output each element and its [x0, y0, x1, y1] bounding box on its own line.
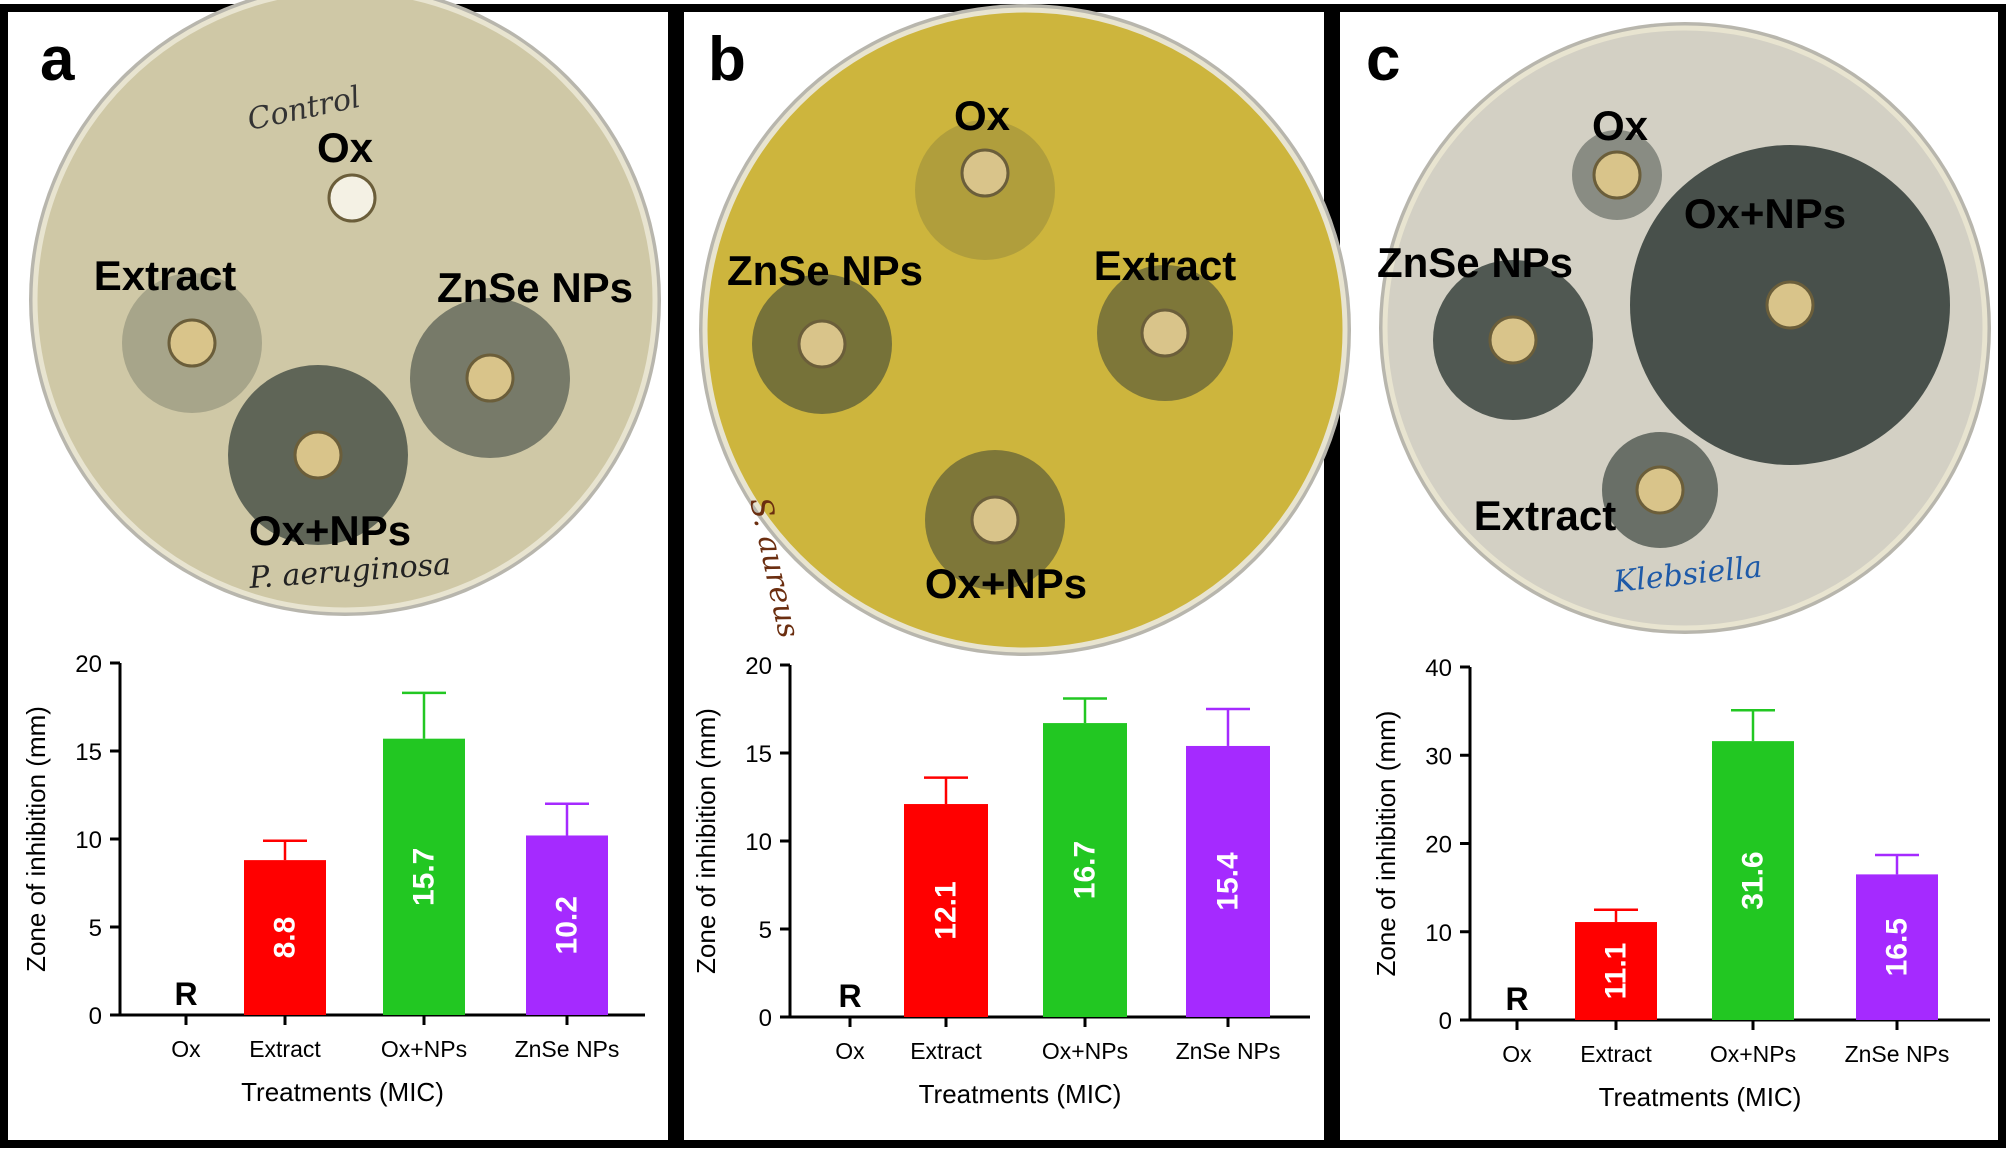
x-tick-label: ZnSe NPs — [515, 1036, 620, 1062]
plate-label: Ox — [1592, 102, 1649, 149]
bar-value-label: 12.1 — [930, 881, 963, 939]
plate-label: ZnSe NPs — [437, 264, 633, 311]
bar-chart-a: 0 5 10 15 20 Zone of inhibition (mm) R Ox 8.8 Ext… — [21, 651, 645, 1107]
plate-label: Ox — [317, 124, 374, 171]
agar-well — [1488, 315, 1538, 365]
agar-well — [1592, 150, 1642, 200]
x-tick-label: Ox — [1502, 1041, 1532, 1067]
plate-label: ZnSe NPs — [1377, 239, 1573, 286]
x-axis-label: Treatments (MIC) — [919, 1079, 1122, 1109]
y-tick-label: 15 — [75, 739, 102, 766]
resistant-label: R — [174, 976, 197, 1012]
y-tick-label: 20 — [745, 653, 772, 680]
plate-label: Extract — [1094, 242, 1236, 289]
panel-letter: b — [708, 25, 746, 94]
y-tick-label: 0 — [759, 1005, 772, 1032]
y-tick-label: 30 — [1425, 743, 1452, 770]
x-tick-label: Extract — [249, 1036, 321, 1062]
y-tick-label: 0 — [1439, 1008, 1452, 1035]
x-axis-label: Treatments (MIC) — [1599, 1082, 1802, 1112]
bar-chart-c: 0 10 20 30 40 Zone of inhibition (mm) R Ox 11.1 E… — [1371, 655, 1990, 1112]
bar — [1575, 922, 1657, 1020]
agar-well — [960, 148, 1010, 198]
agar-well — [327, 173, 377, 223]
agar-well — [970, 495, 1020, 545]
bar — [244, 860, 326, 1015]
bar — [383, 738, 465, 1015]
y-axis-label: Zone of inhibition (mm) — [21, 706, 51, 972]
bar — [1186, 745, 1270, 1017]
bar — [1043, 723, 1127, 1017]
y-tick-label: 5 — [759, 917, 772, 944]
bar — [904, 804, 988, 1017]
y-tick-label: 10 — [1425, 920, 1452, 947]
y-tick-label: 15 — [745, 741, 772, 768]
bar-value-label: 15.7 — [408, 848, 441, 906]
bar-value-label: 31.6 — [1737, 851, 1770, 909]
resistant-label: R — [1505, 981, 1528, 1017]
x-tick-label: Extract — [1580, 1041, 1652, 1067]
agar-well — [797, 319, 847, 369]
x-axis-label: Treatments (MIC) — [241, 1077, 444, 1107]
bar-value-label: 8.8 — [269, 917, 302, 959]
bar-value-label: 11.1 — [1600, 943, 1633, 1000]
x-tick-label: Ox — [171, 1036, 201, 1062]
agar-well — [167, 318, 217, 368]
bar-value-label: 16.5 — [1881, 918, 1914, 976]
panel-letter: c — [1366, 25, 1400, 94]
y-tick-label: 40 — [1425, 655, 1452, 682]
agar-well — [465, 353, 515, 403]
x-tick-label: Ox+NPs — [381, 1036, 467, 1062]
agar-well — [293, 430, 343, 480]
y-tick-label: 20 — [75, 651, 102, 678]
petri-dish-agar — [702, 7, 1348, 653]
x-tick-label: ZnSe NPs — [1845, 1041, 1950, 1067]
panel-letter: a — [40, 25, 75, 94]
bar — [1712, 741, 1794, 1020]
plate-label: Extract — [94, 252, 236, 299]
bar-chart-b: 0 5 10 15 20 Zone of inhibition (mm) R Ox 12.1 Ex… — [691, 653, 1310, 1109]
x-tick-label: Ox+NPs — [1710, 1041, 1796, 1067]
x-tick-label: Extract — [910, 1038, 982, 1064]
agar-well — [1765, 280, 1815, 330]
plate-label: ZnSe NPs — [727, 247, 923, 294]
x-tick-label: ZnSe NPs — [1176, 1038, 1281, 1064]
bar — [1856, 874, 1938, 1020]
plate-label: Ox — [954, 92, 1011, 139]
bar-value-label: 16.7 — [1069, 841, 1102, 899]
plate-label: Ox+NPs — [249, 507, 411, 554]
resistant-label: R — [838, 978, 861, 1014]
plate-label: Extract — [1474, 492, 1616, 539]
plate-label: Ox+NPs — [925, 560, 1087, 607]
agar-well — [1635, 465, 1685, 515]
y-tick-label: 10 — [745, 829, 772, 856]
bar — [526, 835, 608, 1015]
bar-value-label: 10.2 — [551, 896, 584, 954]
y-tick-label: 5 — [89, 915, 102, 942]
plate-label: Ox+NPs — [1684, 190, 1846, 237]
y-axis-label: Zone of inhibition (mm) — [1371, 711, 1401, 977]
agar-well — [1140, 308, 1190, 358]
y-axis-label: Zone of inhibition (mm) — [691, 708, 721, 974]
petri-dish-agar — [32, 0, 658, 613]
y-tick-label: 0 — [89, 1003, 102, 1030]
y-tick-label: 20 — [1425, 832, 1452, 859]
x-tick-label: Ox — [835, 1038, 865, 1064]
y-tick-label: 10 — [75, 827, 102, 854]
x-tick-label: Ox+NPs — [1042, 1038, 1128, 1064]
bar-value-label: 15.4 — [1212, 852, 1245, 911]
